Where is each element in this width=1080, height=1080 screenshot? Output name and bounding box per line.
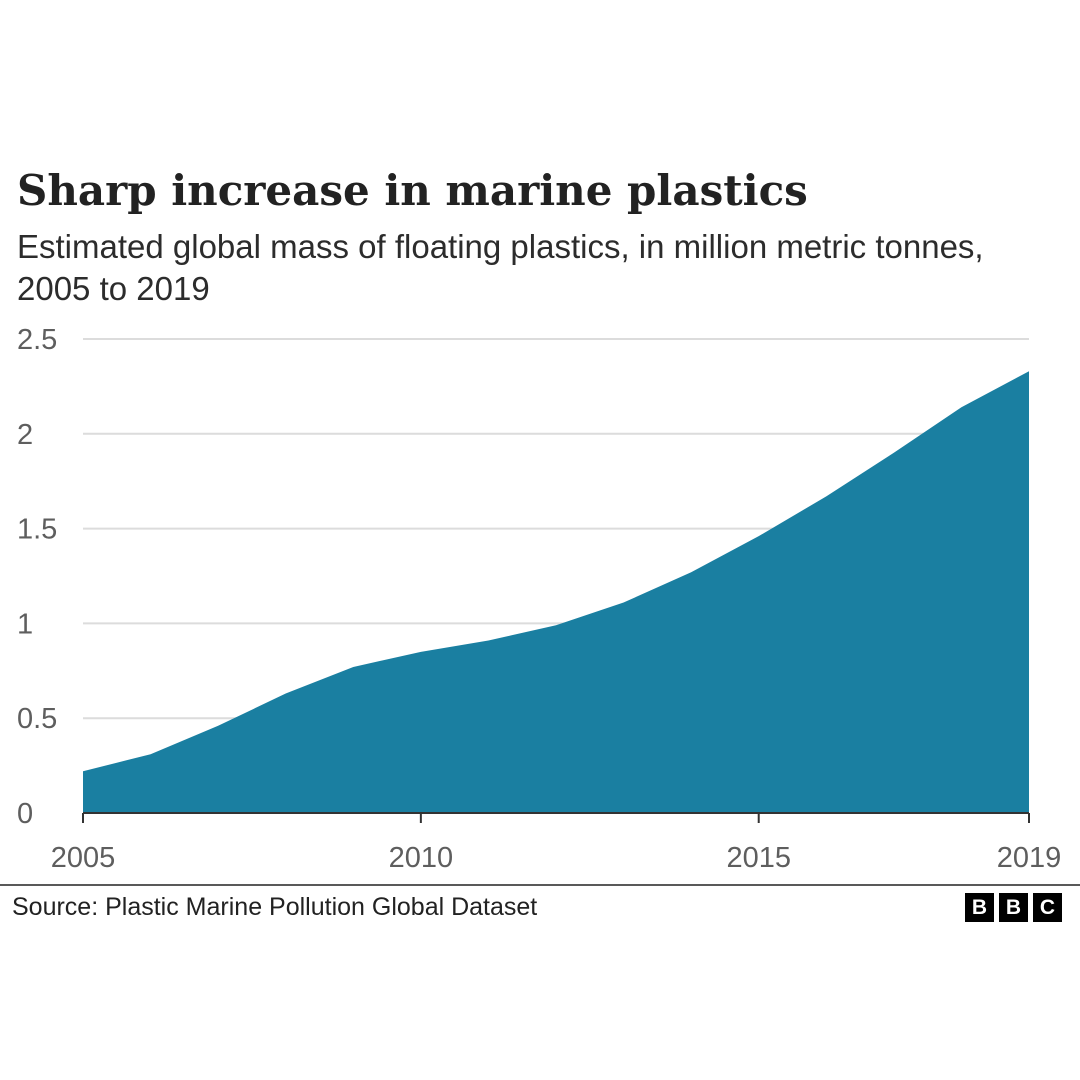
series-area	[83, 371, 1029, 813]
bbc-logo: B B C	[965, 893, 1062, 922]
x-tick-label: 2005	[51, 842, 116, 874]
x-tick-label: 2015	[726, 842, 791, 874]
y-tick-label: 0.5	[17, 703, 57, 735]
bbc-logo-block: C	[1033, 893, 1062, 922]
y-tick-label: 1	[17, 608, 33, 640]
y-tick-label: 0	[17, 798, 33, 830]
x-tick-label: 2010	[389, 842, 454, 874]
y-tick-label: 1.5	[17, 514, 57, 546]
y-tick-label: 2	[17, 419, 33, 451]
chart-subtitle: Estimated global mass of floating plasti…	[17, 228, 984, 307]
x-axis	[82, 812, 1030, 823]
bbc-logo-block: B	[965, 893, 994, 922]
y-tick-label: 2.5	[17, 324, 57, 356]
source-note: Source: Plastic Marine Pollution Global …	[12, 893, 538, 921]
x-tick-label: 2019	[997, 842, 1062, 874]
bbc-logo-block: B	[999, 893, 1028, 922]
plot-area	[83, 371, 1029, 813]
y-axis-labels: 0 0.5 1 1.5 2 2.5	[17, 324, 57, 830]
x-axis-labels: 2005 2010 2015 2019	[51, 842, 1062, 874]
chart-title: Sharp increase in marine plastics	[17, 166, 808, 215]
